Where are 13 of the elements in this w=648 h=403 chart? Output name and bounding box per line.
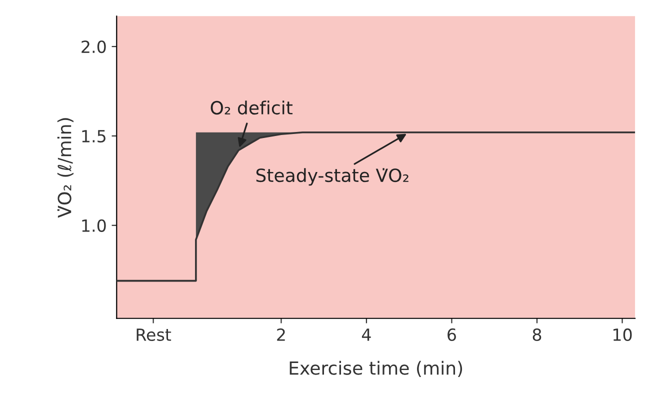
- y-axis-title: V̇O₂ (ℓ/min): [57, 118, 74, 218]
- y-tick-label: 1.5: [82, 130, 106, 143]
- x-tick-label: 2: [277, 328, 285, 341]
- y-tick-label: 2.0: [82, 40, 106, 54]
- x-tick-label: Rest: [136, 328, 172, 341]
- x-tick-label: 6: [448, 328, 456, 341]
- annotation: Steady-state V̇O₂: [256, 168, 408, 186]
- x-tick-label: 10: [613, 328, 632, 341]
- x-axis-title: Exercise time (min): [290, 360, 462, 377]
- x-tick-label: 8: [532, 328, 542, 341]
- x-tick-label: 4: [362, 328, 371, 341]
- y-tick-label: 1.0: [82, 219, 106, 232]
- annotation: O₂ deficit: [210, 100, 292, 115]
